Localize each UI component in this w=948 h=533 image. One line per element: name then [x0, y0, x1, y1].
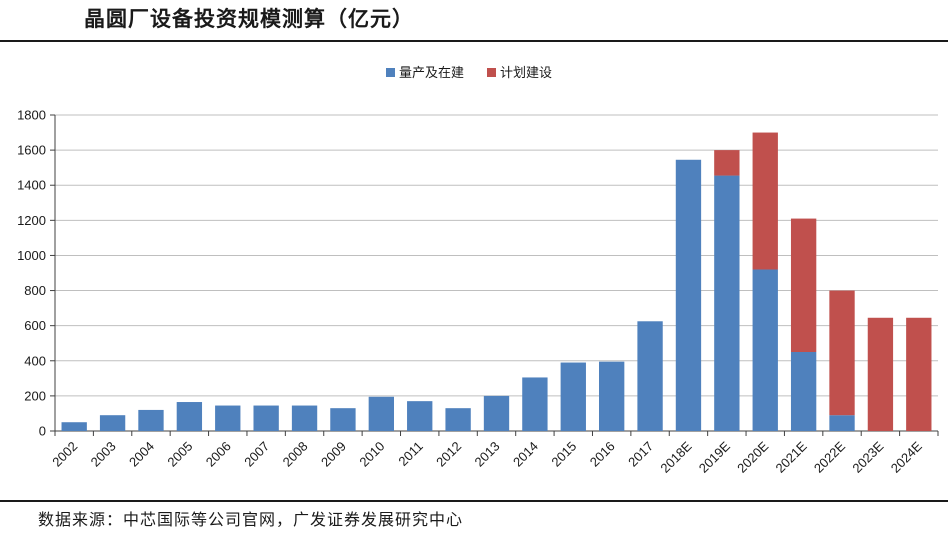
x-tick-label-2010: 2010: [356, 439, 387, 470]
x-tick-label-2002: 2002: [49, 439, 80, 470]
bar-2006-series-0: [215, 405, 241, 431]
bar-2015-series-0: [560, 362, 586, 431]
x-tick-label-2018E: 2018E: [657, 438, 694, 475]
footer-rule: [0, 500, 948, 502]
bar-2020E-series-0: [752, 269, 778, 431]
bar-2003-series-0: [99, 415, 126, 431]
y-tick-label-1400: 1400: [17, 178, 46, 193]
bar-2019E-series-1: [714, 150, 740, 176]
y-tick-label-200: 200: [24, 388, 46, 403]
bar-2013-series-0: [483, 395, 510, 431]
x-tick-label-2013: 2013: [472, 439, 503, 470]
legend-label-1: 计划建设: [500, 66, 552, 81]
bar-2016-series-0: [599, 361, 625, 431]
legend-swatch-0: [386, 68, 395, 77]
bar-2002-series-0: [61, 422, 87, 431]
x-tick-label-2012: 2012: [433, 439, 464, 470]
bar-2024E-series-1: [906, 317, 932, 431]
x-tick-label-2004: 2004: [126, 439, 157, 470]
y-tick-label-0: 0: [39, 424, 46, 439]
y-tick-label-1200: 1200: [17, 213, 46, 228]
x-tick-label-2009: 2009: [318, 439, 349, 470]
bar-2009-series-0: [330, 408, 356, 431]
y-tick-label-800: 800: [24, 283, 46, 298]
y-tick-label-1600: 1600: [17, 143, 46, 158]
x-tick-label-2005: 2005: [164, 439, 195, 470]
bar-2020E-series-1: [752, 132, 778, 270]
x-tick-label-2011: 2011: [395, 439, 425, 469]
x-tick-label-2019E: 2019E: [696, 438, 733, 475]
stacked-bar-chart: 0 200 400 600 800 1000 1200 1400 1600 1800 2002 200…: [17, 66, 939, 476]
bar-2008-series-0: [291, 405, 318, 431]
bar-2017-series-0: [637, 321, 663, 431]
bar-2018E-series-0: [675, 159, 702, 431]
x-tick-label-2015: 2015: [548, 439, 579, 470]
bar-2022E-series-0: [829, 415, 855, 431]
y-tick-label-600: 600: [24, 318, 46, 333]
bar-2022E-series-1: [829, 290, 855, 416]
x-tick-label-2003: 2003: [88, 439, 119, 470]
y-tick-label-1800: 1800: [17, 108, 46, 123]
x-tick-label-2016: 2016: [587, 439, 618, 470]
x-tick-label-2017: 2017: [625, 439, 656, 470]
y-tick-label-400: 400: [24, 353, 46, 368]
bar-2010-series-0: [368, 396, 394, 431]
bar-2007-series-0: [253, 405, 279, 431]
bar-2014-series-0: [522, 377, 548, 431]
chart-title: 晶圆厂设备投资规模测算（亿元）: [84, 6, 414, 31]
data-source-note: 数据来源：中芯国际等公司官网，广发证券发展研究中心: [38, 510, 464, 529]
bar-2004-series-0: [138, 409, 164, 431]
y-tick-label-1000: 1000: [17, 248, 46, 263]
x-tick-label-2024E: 2024E: [888, 438, 925, 475]
x-tick-label-2008: 2008: [280, 439, 311, 470]
bar-2021E-series-1: [790, 218, 817, 352]
legend-label-0: 量产及在建: [399, 66, 464, 81]
bar-2011-series-0: [407, 401, 433, 431]
bar-2019E-series-0: [714, 175, 740, 431]
x-tick-label-2007: 2007: [241, 439, 272, 470]
legend-swatch-1: [487, 68, 496, 77]
x-tick-label-2006: 2006: [203, 439, 234, 470]
bar-2012-series-0: [445, 408, 471, 431]
x-tick-label-2022E: 2022E: [811, 438, 848, 475]
x-tick-label-2023E: 2023E: [849, 438, 886, 475]
x-tick-label-2021E: 2021E: [773, 438, 810, 475]
bar-2023E-series-1: [867, 317, 894, 431]
x-tick-label-2014: 2014: [510, 439, 541, 470]
x-tick-label-2020E: 2020E: [734, 438, 771, 475]
bar-2021E-series-0: [790, 352, 817, 431]
bar-2005-series-0: [176, 402, 203, 431]
title-rule: [0, 40, 948, 42]
